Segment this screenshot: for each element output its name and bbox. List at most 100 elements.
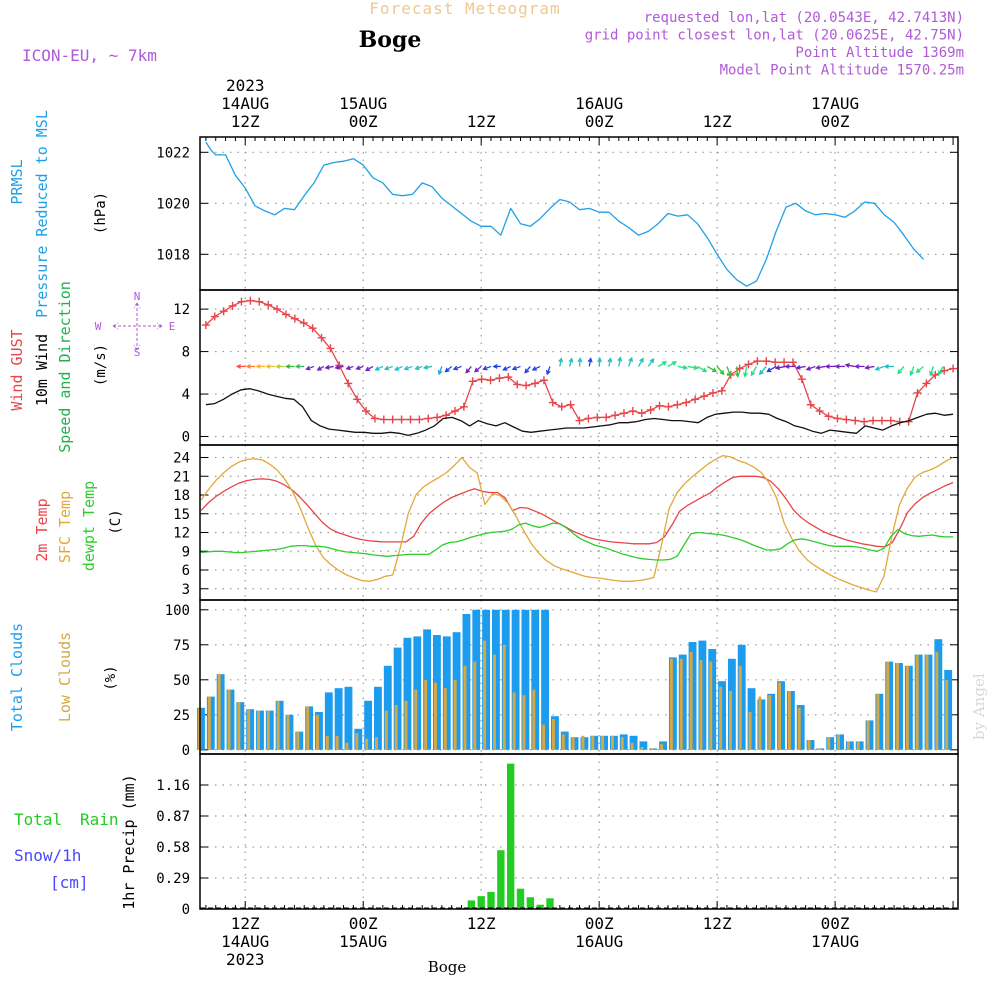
arrow-head bbox=[774, 365, 781, 371]
gust-marker bbox=[281, 310, 290, 319]
wind-direction-arrow bbox=[531, 365, 541, 371]
low-cloud-bar bbox=[394, 705, 398, 750]
wind-line bbox=[205, 388, 954, 437]
gust-marker bbox=[691, 395, 700, 404]
header-info-line: grid point closest lon,lat (20.0625E, 42… bbox=[585, 28, 964, 44]
compass-s: S bbox=[134, 346, 141, 359]
gust-marker bbox=[806, 400, 815, 409]
arrow-shaft bbox=[697, 365, 707, 373]
y-tick-label: 0.87 bbox=[156, 809, 190, 825]
wind-direction-arrow bbox=[938, 366, 944, 376]
panel-frame-clouds bbox=[199, 599, 959, 755]
time-label-bottom: 00Z bbox=[349, 914, 378, 933]
rain-bar bbox=[506, 763, 515, 909]
arrow-head bbox=[374, 366, 380, 371]
arrow-head bbox=[422, 364, 429, 370]
time-label-top: 17AUG bbox=[811, 94, 859, 113]
arrow-head bbox=[897, 369, 903, 375]
temp-ylabel: (C) bbox=[108, 509, 124, 534]
arrow-head bbox=[245, 363, 251, 369]
low-cloud-bar bbox=[650, 748, 654, 750]
gust-marker bbox=[201, 321, 210, 330]
arrow-head bbox=[265, 363, 271, 369]
gust-marker bbox=[344, 379, 353, 388]
header-top-title: Forecast Meteogram bbox=[369, 0, 560, 18]
wind-direction-arrow bbox=[364, 365, 374, 372]
gust-marker bbox=[433, 413, 442, 422]
arrow-head bbox=[502, 366, 508, 371]
low-cloud-bar bbox=[846, 741, 850, 750]
gust-marker bbox=[771, 358, 780, 367]
gust-marker bbox=[557, 402, 566, 411]
wind-direction-arrow bbox=[637, 357, 644, 367]
low-cloud-bar bbox=[414, 689, 418, 750]
gust-marker bbox=[815, 407, 824, 416]
y-tick-label: 0.58 bbox=[156, 840, 190, 856]
gust-marker bbox=[788, 358, 797, 367]
low-cloud-bar bbox=[217, 674, 221, 750]
total-cloud-bar bbox=[344, 686, 353, 750]
gust-marker bbox=[468, 377, 477, 386]
gust-marker bbox=[486, 376, 495, 385]
gust-marker bbox=[575, 416, 584, 425]
wind-direction-arrow bbox=[482, 365, 492, 371]
gust-label: Wind GUST bbox=[8, 329, 26, 410]
wind-direction-arrow bbox=[285, 363, 295, 369]
low-cloud-bar bbox=[237, 702, 241, 750]
wind-direction-arrow bbox=[815, 364, 826, 370]
wind-direction-arrow bbox=[568, 357, 574, 367]
gust-marker bbox=[406, 415, 415, 424]
y-tick-label: 75 bbox=[173, 638, 190, 654]
y-tick-label: 1020 bbox=[156, 196, 190, 212]
low-cloud-bar bbox=[276, 700, 280, 750]
wind-direction-arrow bbox=[577, 357, 583, 367]
y-tick-label: 12 bbox=[173, 302, 190, 318]
rain-bar bbox=[546, 898, 554, 909]
low-cloud-bar bbox=[866, 720, 870, 750]
arrow-shaft bbox=[806, 365, 816, 371]
low-cloud-bar bbox=[257, 710, 260, 750]
low-cloud-bar bbox=[316, 714, 319, 750]
arrow-head bbox=[607, 357, 613, 363]
arrow-head bbox=[394, 366, 400, 371]
total-cloud-bar bbox=[639, 741, 648, 750]
low-cloud-bar bbox=[207, 696, 211, 750]
arrow-head bbox=[255, 363, 261, 369]
total-cloud-bar bbox=[364, 700, 373, 750]
gust-marker bbox=[290, 314, 299, 323]
arrow-head bbox=[883, 363, 889, 369]
low-cloud-bar bbox=[266, 710, 270, 750]
y-tick-label: 21 bbox=[173, 469, 190, 485]
gust-marker bbox=[673, 400, 682, 409]
total-cloud-bar bbox=[531, 609, 540, 750]
arrow-head bbox=[844, 362, 850, 368]
low-cloud-bar bbox=[630, 742, 634, 750]
dewpt-line bbox=[200, 522, 954, 561]
dewpt-label: dewpt Temp bbox=[80, 481, 98, 571]
gust-marker bbox=[566, 400, 575, 409]
arrow-head bbox=[682, 364, 689, 370]
arrow-head bbox=[511, 365, 518, 371]
gust-marker bbox=[593, 413, 602, 422]
time-label-top: 12Z bbox=[703, 112, 732, 131]
low-cloud-bar bbox=[591, 735, 595, 750]
wind-direction-arrow bbox=[511, 365, 521, 371]
time-label-bottom: 14AUG bbox=[221, 932, 269, 951]
arrow-head bbox=[711, 367, 718, 373]
wind-direction-arrow bbox=[774, 365, 787, 371]
low-cloud-bar bbox=[434, 682, 437, 750]
wind-direction-arrow bbox=[784, 363, 796, 369]
arrow-shaft bbox=[759, 366, 767, 375]
wind-direction-arrow bbox=[929, 366, 935, 377]
wind-direction-arrow bbox=[657, 361, 668, 368]
rain-bar bbox=[477, 896, 485, 909]
low-cloud-bar bbox=[365, 738, 369, 750]
header-info-line: Point Altitude 1369m bbox=[795, 45, 964, 61]
gust-marker bbox=[513, 380, 522, 389]
time-label-bottom: 17AUG bbox=[811, 932, 859, 951]
gust-marker bbox=[477, 375, 486, 384]
gust-marker bbox=[611, 411, 620, 420]
wind-direction-arrow bbox=[355, 365, 364, 371]
low-cloud-bar bbox=[778, 682, 782, 750]
